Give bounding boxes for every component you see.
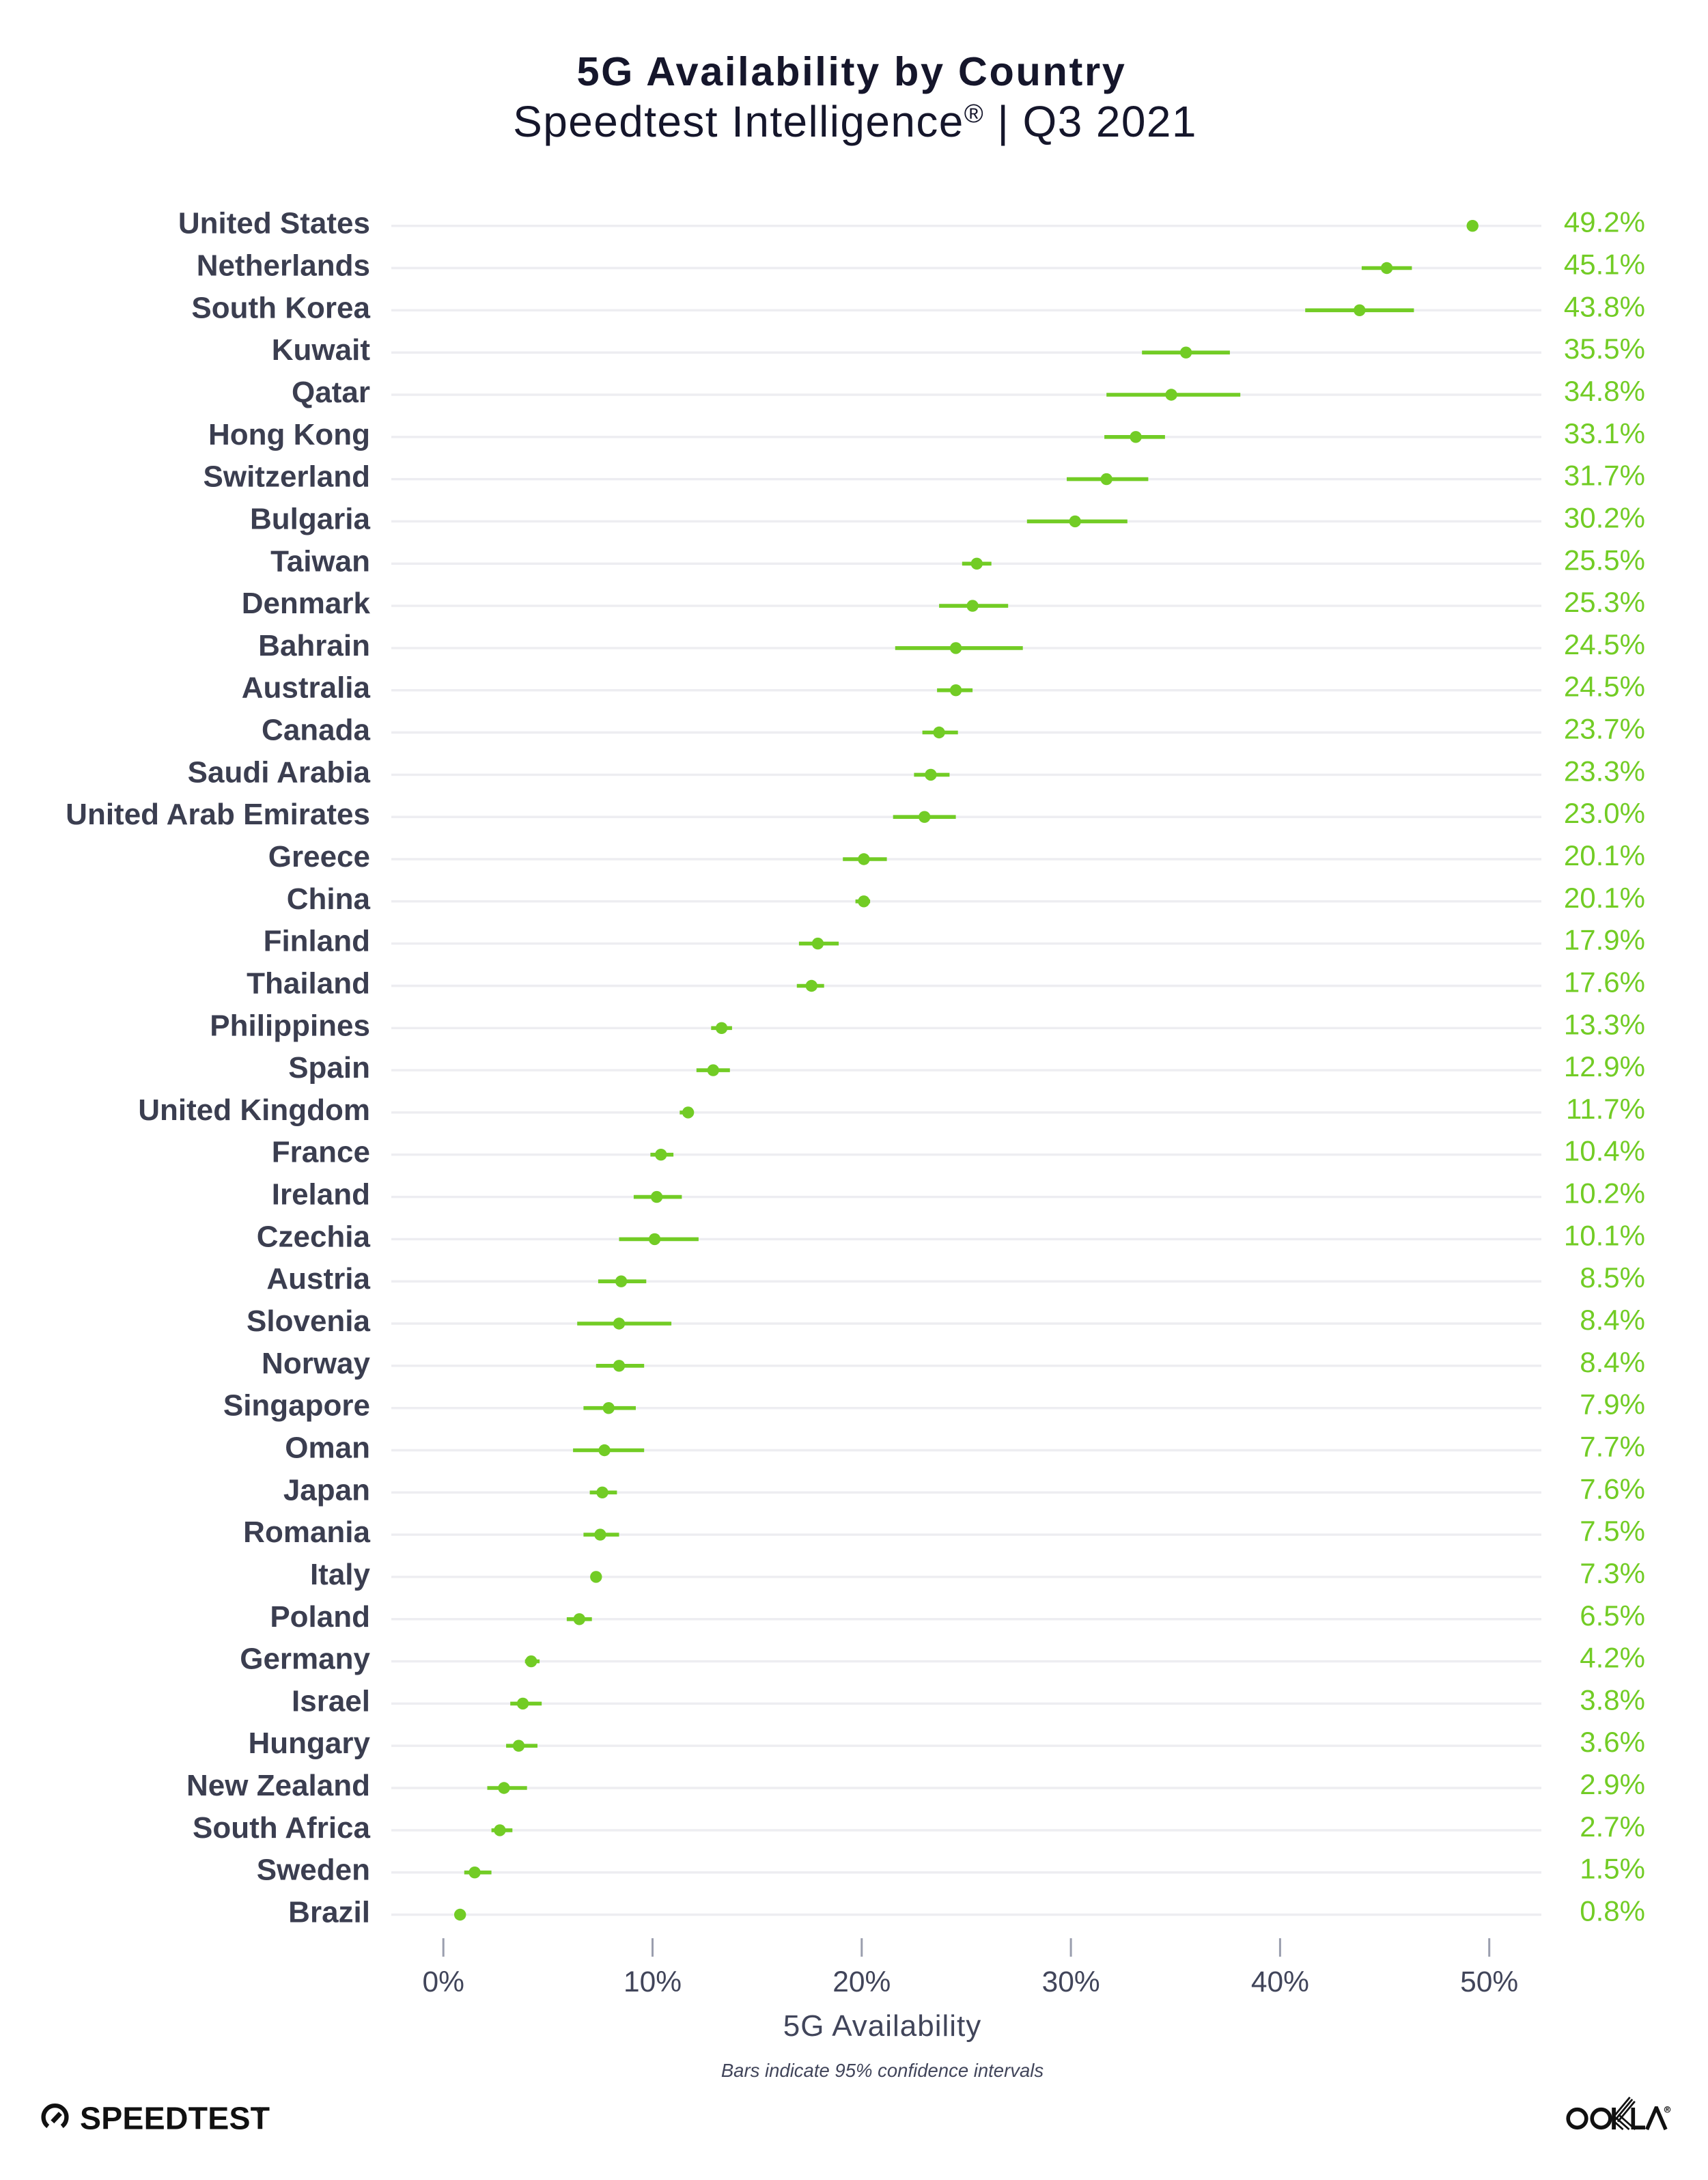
svg-text:31.7%: 31.7% [1564, 460, 1645, 492]
svg-text:43.8%: 43.8% [1564, 290, 1645, 322]
svg-text:34.8%: 34.8% [1564, 375, 1645, 407]
svg-text:Romania: Romania [243, 1515, 370, 1549]
svg-text:Canada: Canada [262, 714, 370, 747]
svg-text:11.7%: 11.7% [1566, 1093, 1645, 1125]
svg-text:Bahrain: Bahrain [258, 629, 370, 662]
svg-text:Taiwan: Taiwan [270, 544, 370, 578]
svg-text:Qatar: Qatar [292, 376, 370, 409]
svg-text:12.9%: 12.9% [1564, 1050, 1645, 1082]
svg-text:50%: 50% [1460, 1966, 1518, 1998]
svg-text:25.5%: 25.5% [1564, 544, 1645, 576]
svg-text:Slovenia: Slovenia [247, 1304, 370, 1338]
svg-text:SPEEDTEST: SPEEDTEST [80, 2101, 270, 2136]
svg-text:Netherlands: Netherlands [197, 249, 370, 283]
svg-text:Denmark: Denmark [242, 587, 371, 620]
svg-text:7.6%: 7.6% [1580, 1472, 1645, 1505]
svg-text:24.5%: 24.5% [1564, 671, 1645, 703]
svg-text:24.5%: 24.5% [1564, 628, 1645, 660]
svg-text:United Kingdom: United Kingdom [138, 1093, 370, 1127]
svg-text:40%: 40% [1251, 1966, 1309, 1998]
svg-text:49.2%: 49.2% [1564, 206, 1645, 238]
svg-text:8.4%: 8.4% [1580, 1346, 1645, 1378]
svg-text:23.7%: 23.7% [1564, 713, 1645, 745]
svg-text:2.9%: 2.9% [1580, 1768, 1645, 1800]
svg-text:Finland: Finland [264, 925, 370, 958]
svg-text:8.4%: 8.4% [1580, 1304, 1645, 1336]
svg-text:France: France [272, 1136, 370, 1169]
svg-text:20.1%: 20.1% [1564, 882, 1645, 914]
svg-text:Czechia: Czechia [257, 1220, 371, 1253]
svg-text:5G Availability: 5G Availability [783, 2009, 982, 2043]
svg-text:20%: 20% [832, 1966, 891, 1998]
svg-text:Saudi Arabia: Saudi Arabia [188, 755, 371, 789]
svg-text:United Arab Emirates: United Arab Emirates [66, 798, 370, 831]
svg-text:Oman: Oman [285, 1431, 370, 1465]
svg-text:South Korea: South Korea [191, 291, 370, 324]
svg-text:Poland: Poland [270, 1600, 370, 1634]
svg-text:30.2%: 30.2% [1564, 501, 1645, 533]
svg-text:17.6%: 17.6% [1564, 966, 1645, 998]
svg-text:Hong Kong: Hong Kong [208, 418, 370, 451]
svg-text:3.6%: 3.6% [1580, 1726, 1645, 1758]
svg-text:Italy: Italy [310, 1558, 371, 1591]
svg-text:23.3%: 23.3% [1564, 755, 1645, 787]
svg-text:45.1%: 45.1% [1564, 249, 1645, 281]
svg-text:United States: United States [178, 207, 370, 240]
svg-text:23.0%: 23.0% [1564, 797, 1645, 829]
svg-text:Philippines: Philippines [210, 1009, 370, 1042]
svg-text:10.2%: 10.2% [1564, 1177, 1645, 1210]
svg-text:30%: 30% [1042, 1966, 1100, 1998]
svg-text:Singapore: Singapore [223, 1389, 370, 1423]
svg-text:Thailand: Thailand [247, 967, 370, 1001]
svg-text:10%: 10% [624, 1966, 682, 1998]
svg-text:8.5%: 8.5% [1580, 1261, 1645, 1294]
svg-text:Japan: Japan [283, 1473, 370, 1507]
svg-text:Bars indicate 95% confidence i: Bars indicate 95% confidence intervals [721, 2060, 1044, 2081]
svg-text:1.5%: 1.5% [1580, 1853, 1645, 1885]
svg-text:New Zealand: New Zealand [186, 1769, 370, 1802]
svg-text:0%: 0% [422, 1966, 464, 1998]
svg-text:Greece: Greece [268, 840, 370, 874]
svg-text:10.4%: 10.4% [1564, 1135, 1645, 1167]
svg-text:Bulgaria: Bulgaria [250, 502, 371, 535]
svg-text:17.9%: 17.9% [1564, 924, 1645, 956]
svg-text:35.5%: 35.5% [1564, 333, 1645, 365]
svg-text:7.9%: 7.9% [1580, 1388, 1645, 1421]
svg-text:Germany: Germany [240, 1643, 370, 1676]
svg-text:Norway: Norway [262, 1347, 370, 1380]
svg-text:4.2%: 4.2% [1580, 1642, 1645, 1674]
svg-text:Kuwait: Kuwait [272, 333, 371, 367]
svg-text:Switzerland: Switzerland [204, 460, 371, 494]
svg-text:Ireland: Ireland [272, 1178, 370, 1212]
svg-text:6.5%: 6.5% [1580, 1599, 1645, 1632]
svg-text:Austria: Austria [266, 1262, 370, 1296]
svg-text:10.1%: 10.1% [1564, 1219, 1645, 1251]
svg-text:7.7%: 7.7% [1580, 1431, 1645, 1463]
svg-text:Australia: Australia [242, 671, 371, 705]
svg-text:Speedtest Intelligence® | Q3 2: Speedtest Intelligence® | Q3 2021 [513, 97, 1197, 146]
svg-text:3.8%: 3.8% [1580, 1683, 1645, 1716]
svg-text:2.7%: 2.7% [1580, 1811, 1645, 1843]
svg-text:Spain: Spain [288, 1051, 370, 1085]
svg-text:25.3%: 25.3% [1564, 586, 1645, 618]
svg-text:Sweden: Sweden [257, 1854, 370, 1887]
svg-text:0.8%: 0.8% [1580, 1895, 1645, 1927]
svg-text:Israel: Israel [292, 1684, 370, 1718]
svg-text:13.3%: 13.3% [1564, 1008, 1645, 1040]
svg-text:Hungary: Hungary [249, 1727, 371, 1760]
svg-text:7.5%: 7.5% [1580, 1515, 1645, 1547]
svg-text:33.1%: 33.1% [1564, 417, 1645, 449]
svg-text:20.1%: 20.1% [1564, 839, 1645, 871]
svg-text:7.3%: 7.3% [1580, 1557, 1645, 1589]
svg-text:Brazil: Brazil [288, 1896, 370, 1929]
svg-text:China: China [287, 882, 371, 916]
svg-text:5G Availability by Country: 5G Availability by Country [576, 48, 1126, 94]
svg-text:South Africa: South Africa [193, 1811, 370, 1845]
